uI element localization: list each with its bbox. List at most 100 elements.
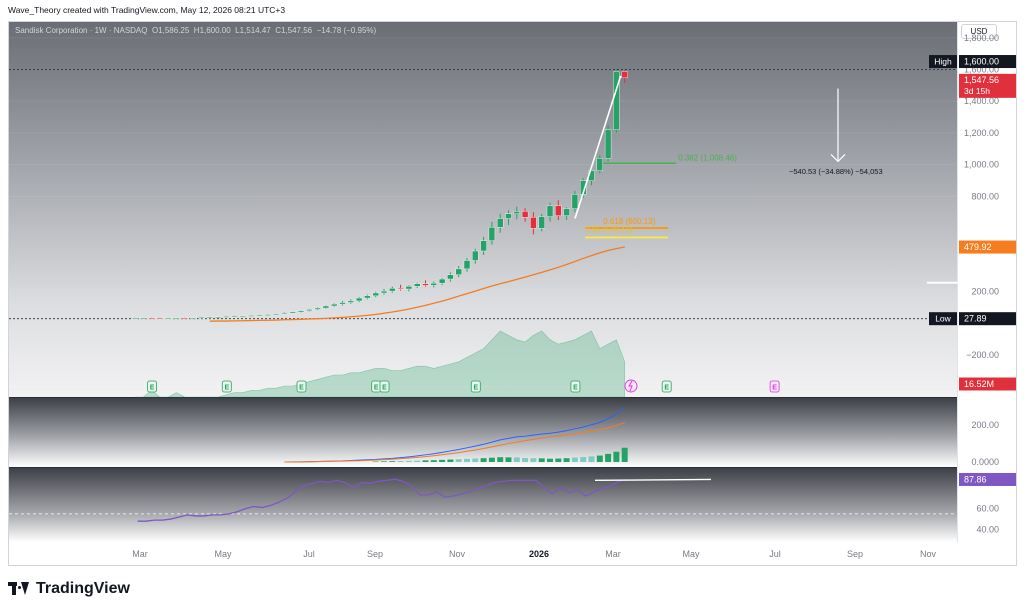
rsi-line	[137, 478, 628, 522]
chart-frame[interactable]: Sandisk Corporation · 1W · NASDAQ O1,586…	[8, 21, 1017, 566]
time-tick-label: 2026	[529, 549, 549, 559]
high-label: H	[193, 26, 200, 35]
rsi-pane[interactable]	[9, 468, 957, 542]
low-tag	[929, 312, 957, 326]
candle-up	[488, 227, 496, 241]
candle-up	[430, 282, 437, 286]
drawdown-arrow-head-icon	[830, 154, 846, 163]
candle-up	[239, 315, 247, 318]
earnings-marker-label: E	[224, 385, 229, 392]
candle-up	[380, 290, 388, 294]
earnings-marker-label: E	[664, 385, 669, 392]
currency-button[interactable]: USD	[961, 24, 997, 39]
candle-down	[156, 317, 164, 320]
macd-histogram-bar	[422, 460, 429, 462]
price-tick-label: 1,000.00	[964, 160, 999, 170]
chart-attribution: Wave_Theory created with TradingView.com…	[8, 5, 286, 15]
candle-up	[289, 311, 296, 314]
drawdown-measure-label: −540.53 (−34.88%) −54,053	[789, 167, 883, 176]
pane-separator[interactable]	[9, 467, 1016, 468]
candle-up	[331, 303, 338, 307]
candle-up	[563, 208, 570, 216]
candle-up	[347, 300, 354, 303]
candle-up	[297, 310, 305, 313]
close-value: 1,547.56	[280, 26, 313, 35]
macd-histogram-bar	[397, 461, 404, 462]
candle-up	[189, 317, 197, 319]
price-tick-label: 1,800.00	[964, 33, 999, 43]
macd-tick-label: 200.00	[971, 420, 999, 430]
price-tick-label: 1,600.00	[964, 65, 999, 75]
macd-pane[interactable]	[9, 398, 957, 467]
rsi-badge	[959, 472, 1016, 486]
open-value: 1,586.25	[158, 26, 190, 35]
price-pane[interactable]	[9, 22, 957, 397]
candle-up	[571, 194, 579, 209]
time-tick-label: Mar	[605, 549, 621, 559]
tradingview-logo-icon	[8, 582, 30, 596]
price-tick-label: 800.00	[971, 191, 999, 201]
candle-up	[306, 309, 313, 311]
candle-up	[198, 317, 205, 319]
symbol-legend: Sandisk Corporation · 1W · NASDAQ O1,586…	[15, 26, 376, 35]
macd-histogram-bar	[547, 458, 553, 462]
earnings-marker	[470, 380, 481, 393]
fib-382-label: 0.382 (1,008.46)	[678, 153, 737, 162]
ema-badge-value: 479.92	[964, 242, 992, 252]
candle-up	[355, 297, 363, 302]
candle-down	[530, 217, 537, 229]
candle-up	[472, 250, 479, 261]
earnings-marker-label: E	[573, 385, 578, 392]
fib-65-label: 0.65 (578.13)	[585, 225, 633, 234]
low-value: 1,514.47	[239, 26, 271, 35]
time-tick-label: May	[214, 549, 232, 559]
pane-separator[interactable]	[9, 397, 1016, 398]
low-tag-label: Low	[935, 314, 951, 324]
candle-up	[513, 211, 520, 214]
candle-up	[206, 316, 213, 319]
candle-up	[463, 260, 471, 270]
macd-histogram-bar	[588, 456, 595, 462]
macd-histogram-bar	[405, 460, 412, 462]
candle-up	[314, 307, 321, 310]
earnings-marker	[296, 380, 307, 393]
volume-area	[135, 330, 625, 398]
macd-tick-label: 0.0000	[971, 457, 999, 467]
macd-histogram-bar	[538, 458, 545, 462]
candle-up	[604, 129, 612, 159]
lightning-bolt-icon	[628, 380, 633, 392]
candle-up	[131, 317, 139, 320]
candle-down	[422, 283, 429, 286]
time-tick-label: Sep	[847, 549, 863, 559]
macd-histogram-bar	[505, 457, 512, 462]
rsi-badge-value: 87.86	[964, 474, 987, 484]
macd-histogram-bar	[447, 459, 454, 462]
candle-up	[140, 317, 147, 320]
rsi-divergence-line	[594, 478, 712, 482]
earnings-marker-label: E	[382, 385, 387, 392]
time-tick-label: Nov	[920, 549, 937, 559]
volume-badge	[959, 377, 1016, 391]
candle-up	[438, 278, 446, 284]
candle-up	[414, 283, 421, 287]
earnings-marker	[147, 380, 158, 393]
earnings-marker	[661, 380, 672, 393]
candle-down	[555, 205, 562, 216]
time-tick-label: Jul	[303, 549, 315, 559]
candle-up	[281, 313, 288, 315]
candle-up	[247, 315, 255, 317]
macd-histogram-bar	[480, 458, 487, 462]
time-tick-label: Mar	[132, 549, 148, 559]
high-badge	[959, 55, 1016, 69]
chart-canvas[interactable]: 1,800.00 1,600.00 1,400.00 1,200.00 1,000.00…	[9, 22, 1017, 566]
macd-histogram-bar	[455, 459, 462, 462]
macd-histogram-bar	[563, 458, 570, 462]
earnings-marker-label: E	[150, 385, 155, 392]
time-tick-label: Nov	[449, 549, 466, 559]
candle-down	[148, 317, 155, 320]
tradingview-brand: TradingView	[36, 580, 130, 597]
low-badge-value: 27.89	[964, 314, 987, 324]
candle-up	[546, 205, 554, 217]
time-tick-label: Sep	[367, 549, 383, 559]
candle-up	[455, 268, 462, 275]
